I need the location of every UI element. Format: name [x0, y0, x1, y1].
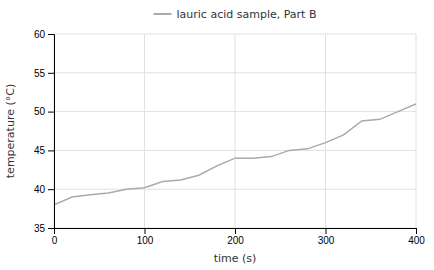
y-tick: 45 [34, 145, 54, 156]
y-axis-title: temperature (°C) [4, 84, 17, 178]
x-tick-label: 300 [318, 235, 335, 246]
y-tick: 50 [34, 106, 54, 117]
y-tick: 40 [34, 184, 54, 195]
plot-area [54, 104, 416, 205]
grid-line-y [54, 111, 416, 112]
grid-line-x [144, 34, 145, 228]
x-tick-label: 100 [137, 235, 154, 246]
x-tick-label: 0 [52, 235, 58, 246]
x-tick: 0 [52, 228, 58, 246]
y-tick-mark [48, 112, 54, 113]
series-line [54, 104, 416, 205]
y-tick: 55 [34, 68, 54, 79]
chart-container: 0 100 200 300 400 35 40 45 50 55 60 time (s) tempera… [0, 0, 434, 270]
grid-line-y [54, 150, 416, 151]
x-tick: 300 [318, 228, 335, 246]
x-tick-mark [416, 228, 417, 234]
y-tick-mark [48, 34, 54, 35]
x-tick-mark [145, 228, 146, 234]
y-tick-mark [48, 73, 54, 74]
y-axis: 35 40 45 50 55 60 [34, 29, 55, 234]
legend: lauric acid sample, Part B [154, 8, 317, 21]
x-tick: 400 [408, 228, 425, 246]
chart: 0 100 200 300 400 35 40 45 50 55 60 time (s) tempera… [0, 0, 434, 270]
x-tick-label: 400 [408, 235, 425, 246]
x-axis-title: time (s) [214, 252, 257, 265]
legend-label: lauric acid sample, Part B [177, 8, 317, 21]
x-tick-mark [235, 228, 236, 234]
y-tick-label: 50 [34, 106, 46, 117]
x-axis-line [55, 229, 417, 235]
y-axis-line [48, 35, 55, 229]
y-tick-mark [48, 150, 54, 151]
grid-line-x [325, 34, 326, 228]
grid-line-x [235, 34, 236, 228]
x-tick: 200 [227, 228, 244, 246]
x-tick-mark [326, 228, 327, 234]
y-tick-label: 55 [34, 68, 46, 79]
legend-item: lauric acid sample, Part B [154, 8, 317, 21]
grid-line-y [54, 72, 416, 73]
y-tick-label: 40 [34, 184, 46, 195]
y-tick: 60 [34, 29, 54, 40]
x-tick-label: 200 [227, 235, 244, 246]
y-tick-mark [48, 189, 54, 190]
y-tick-label: 45 [34, 145, 46, 156]
grid-line-x [416, 34, 417, 228]
y-tick: 35 [34, 223, 54, 234]
grid-line-y [54, 189, 416, 190]
grid [54, 34, 416, 228]
y-tick-mark [48, 228, 54, 229]
grid-line-y [54, 34, 416, 35]
x-axis: 0 100 200 300 400 [52, 228, 426, 246]
x-tick: 100 [137, 228, 154, 246]
legend-swatch [154, 13, 172, 15]
y-tick-label: 60 [34, 29, 46, 40]
y-tick-label: 35 [34, 223, 46, 234]
